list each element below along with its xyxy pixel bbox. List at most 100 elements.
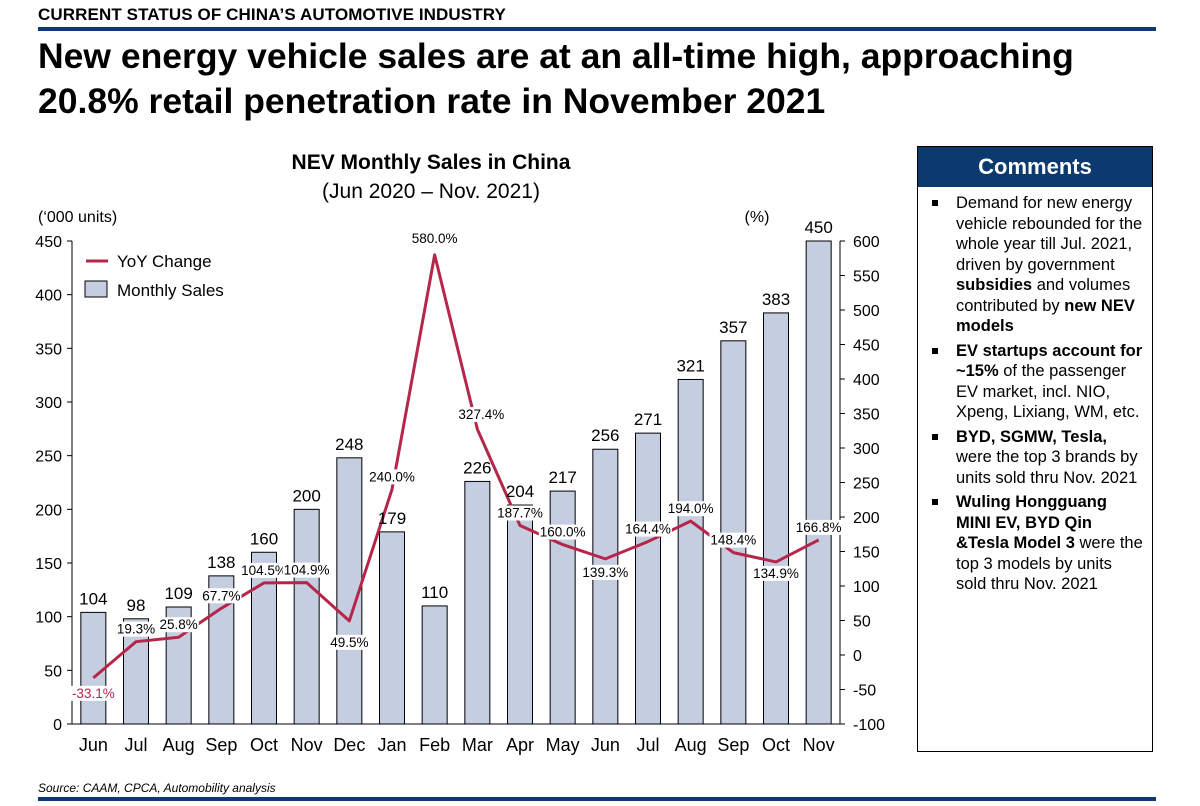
bar-value-label: 450 (804, 218, 832, 237)
y2-tick-label: 350 (853, 407, 880, 424)
sales-bar (720, 340, 747, 725)
comment-text: Demand for new energy vehicle rebounded … (956, 194, 1143, 274)
chart-subtitle: (Jun 2020 – Nov. 2021) (322, 180, 540, 203)
legend-bar-swatch (84, 280, 108, 298)
comments-list: Demand for new energy vehicle rebounded … (918, 187, 1152, 595)
y2-tick-label: 550 (853, 269, 880, 286)
yoy-value-label: 187.7% (497, 505, 543, 520)
y2-tick-label: 450 (853, 338, 880, 355)
y2-tick-label: 0 (853, 648, 862, 665)
sales-bar (251, 551, 277, 725)
bar-value-label: 104 (79, 589, 107, 608)
sales-bar (379, 531, 405, 725)
comments-title: Comments (918, 147, 1152, 187)
bullet-icon (932, 499, 938, 505)
x-tick-label: Oct (762, 735, 790, 755)
label-background (240, 562, 288, 578)
y2-tick-label: 500 (853, 303, 880, 320)
yoy-value-label: 164.4% (625, 522, 671, 537)
y2-tick-label: -50 (853, 683, 876, 700)
yoy-value-label: 25.8% (160, 617, 198, 632)
comments-panel: Comments Demand for new energy vehicle r… (917, 146, 1153, 752)
nev-sales-chart: NEV Monthly Sales in China (Jun 2020 – No… (35, 151, 885, 755)
label-background (70, 685, 116, 701)
bar-value-label: 248 (335, 435, 363, 454)
yoy-value-label: 327.4% (458, 407, 504, 422)
comment-bold-text: subsidies (956, 276, 1033, 294)
footer-divider (38, 797, 1156, 801)
bullet-icon (932, 433, 938, 440)
y-tick-label: 350 (35, 341, 62, 358)
label-background (624, 521, 672, 537)
yoy-value-label: 139.3% (582, 565, 628, 580)
bar-value-label: 383 (762, 290, 790, 309)
y-tick-label: 300 (35, 395, 62, 412)
sales-bar (464, 480, 491, 725)
yoy-value-label: 148.4% (710, 533, 756, 548)
label-background (201, 588, 242, 604)
label-background (329, 634, 370, 650)
bar-value-label: 109 (164, 584, 192, 603)
yoy-value-label: -33.1% (72, 686, 115, 701)
y2-axis-label: (%) (745, 209, 770, 226)
x-tick-label: Dec (333, 735, 365, 755)
bar-value-label: 256 (591, 426, 619, 445)
y-axis-label: (‘000 units) (38, 209, 117, 226)
y2-tick-label: 300 (853, 441, 880, 458)
label-background (538, 524, 587, 540)
comment-item: Demand for new energy vehicle rebounded … (926, 193, 1146, 337)
bar-value-label: 217 (548, 468, 576, 487)
comment-bold-text: EV startups account for ~15% (956, 341, 1143, 381)
page-headline: New energy vehicle sales are at an all-t… (38, 34, 1158, 124)
yoy-value-label: 67.7% (202, 588, 240, 603)
x-tick-label: Feb (419, 735, 450, 755)
label-background (794, 519, 843, 535)
label-background (368, 469, 416, 485)
comment-text: were the top 3 brands by units sold thru… (956, 448, 1138, 487)
comment-bold-text: Wuling Hongguang MINI EV, BYD Qin &Tesla… (956, 493, 1107, 552)
headline-line-2: 20.8% retail penetration rate in Novembe… (38, 81, 826, 121)
sales-bar (677, 378, 704, 725)
y2-tick-label: 150 (853, 545, 880, 562)
sales-bar (763, 312, 789, 725)
label-background (581, 564, 630, 580)
x-tick-label: May (546, 735, 580, 755)
comment-text: of the passenger EV market, incl. NIO, X… (956, 362, 1140, 421)
bar-value-label: 200 (292, 486, 320, 505)
comment-item: BYD, SGMW, Tesla, were the top 3 brands … (926, 427, 1146, 489)
y-tick-label: 200 (35, 502, 62, 519)
bar-value-label: 179 (378, 509, 406, 528)
x-tick-label: Jul (124, 735, 147, 755)
comment-bold-text: BYD, SGMW, Tesla, (956, 427, 1107, 446)
comment-text: and volumes contributed by (956, 276, 1131, 315)
y-tick-label: 400 (35, 288, 62, 305)
y2-tick-label: 50 (853, 614, 871, 631)
comment-bold-text: new NEV models (956, 296, 1135, 336)
x-tick-label: Sep (717, 735, 749, 755)
header-divider (38, 27, 1156, 31)
label-background (158, 617, 199, 633)
legend-label: Monthly Sales (117, 281, 224, 300)
sales-bar (635, 432, 661, 725)
bullet-icon (932, 347, 938, 354)
yoy-value-label: 240.0% (369, 469, 415, 484)
y-tick-label: 450 (35, 234, 62, 251)
bar-value-label: 110 (421, 583, 448, 602)
x-tick-label: Nov (291, 735, 323, 755)
bar-value-label: 226 (463, 458, 491, 477)
y-tick-label: 150 (35, 556, 62, 573)
sales-bar (80, 611, 107, 725)
yoy-value-label: 104.9% (284, 563, 330, 578)
y-tick-label: 0 (53, 717, 62, 734)
sales-bar (507, 504, 533, 725)
y2-tick-label: 600 (853, 234, 880, 251)
sales-bar (293, 508, 320, 725)
bar-value-label: 160 (250, 529, 278, 548)
yoy-value-label: 166.8% (796, 520, 842, 535)
headline-line-1: New energy vehicle sales are at an all-t… (38, 36, 1074, 76)
comment-text: were the top 3 models by units sold thru… (956, 534, 1143, 593)
yoy-value-label: 160.0% (540, 525, 586, 540)
y2-tick-label: 400 (853, 372, 880, 389)
chart-title: NEV Monthly Sales in China (292, 151, 571, 174)
sales-bar (805, 240, 832, 725)
